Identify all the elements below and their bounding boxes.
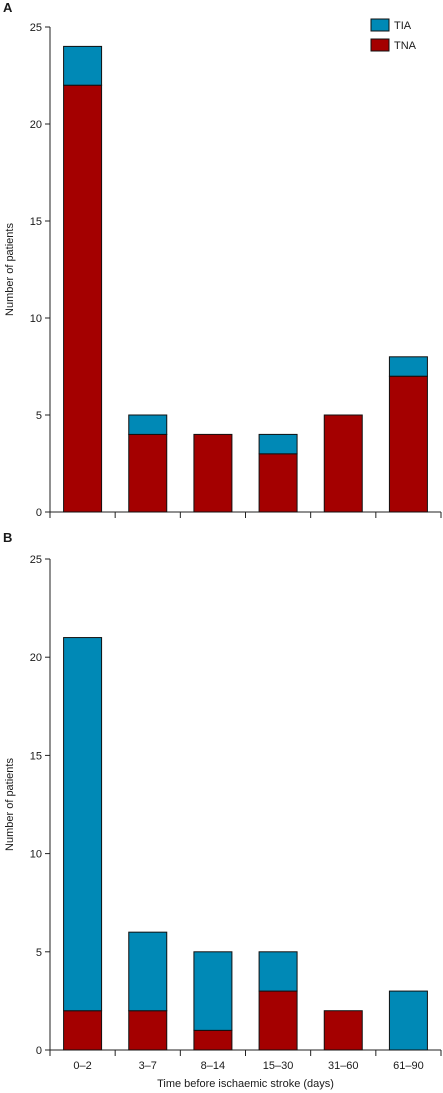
- bar-tia: [193, 951, 233, 1031]
- bar-tna: [63, 1010, 103, 1051]
- y-tick-label: 10: [30, 849, 42, 861]
- bar-tna: [323, 414, 363, 513]
- bar-tna: [193, 433, 233, 513]
- bar-tna: [258, 990, 298, 1051]
- y-tick-label: 20: [30, 652, 42, 664]
- y-tick-label: 25: [30, 554, 42, 566]
- y-tick-label: 10: [30, 313, 42, 325]
- bar-tna: [63, 84, 103, 513]
- y-tick-label: 20: [30, 119, 42, 131]
- bar-tna: [128, 433, 168, 513]
- x-tick-label: 61–90: [393, 1060, 424, 1072]
- bar-tna: [193, 1029, 233, 1051]
- legend-swatch-tia: [370, 18, 390, 32]
- legend: TIA TNA: [370, 18, 417, 52]
- legend-swatch-tna: [370, 38, 390, 52]
- y-tick-label: 5: [36, 947, 42, 959]
- y-tick-label: 15: [30, 750, 42, 762]
- y-tick-label: 25: [30, 22, 42, 34]
- x-axis-label: Time before ischaemic stroke (days): [157, 1078, 334, 1090]
- legend-label-tia: TIA: [394, 20, 412, 32]
- chart-panel-a: A 0 5 10 15 20 25 Number of patients TIA TNA: [3, 0, 442, 519]
- y-axis-label: Number of patients: [4, 223, 16, 316]
- bar-tia: [258, 433, 298, 455]
- bar-tna: [258, 453, 298, 513]
- y-tick-label: 15: [30, 216, 42, 228]
- x-tick-label: 8–14: [201, 1060, 225, 1072]
- legend-label-tna: TNA: [394, 40, 417, 52]
- y-axis-label: Number of patients: [4, 758, 16, 851]
- x-tick-label: 31–60: [328, 1060, 359, 1072]
- x-tick-label: 0–2: [73, 1060, 91, 1072]
- chart-panel-b: B 0 5 10 15 20 25 Number of patients 0–2 3–7 8–14 1…: [3, 530, 442, 1090]
- bar-tia: [128, 931, 168, 1012]
- y-tick-label: 0: [36, 507, 42, 519]
- bar-tia: [258, 951, 298, 992]
- bar-tia: [388, 990, 428, 1051]
- y-tick-label: 0: [36, 1045, 42, 1057]
- x-tick-label: 15–30: [263, 1060, 294, 1072]
- bar-tna: [128, 1010, 168, 1051]
- bar-tia: [63, 45, 103, 86]
- bar-tia: [128, 414, 168, 435]
- panel-label: B: [3, 530, 12, 545]
- bar-tia: [388, 356, 428, 377]
- x-tick-label: 3–7: [139, 1060, 157, 1072]
- y-tick-label: 5: [36, 410, 42, 422]
- bar-tna: [323, 1010, 363, 1051]
- bar-tia: [63, 637, 103, 1012]
- panel-label: A: [3, 0, 13, 15]
- bar-tna: [388, 375, 428, 513]
